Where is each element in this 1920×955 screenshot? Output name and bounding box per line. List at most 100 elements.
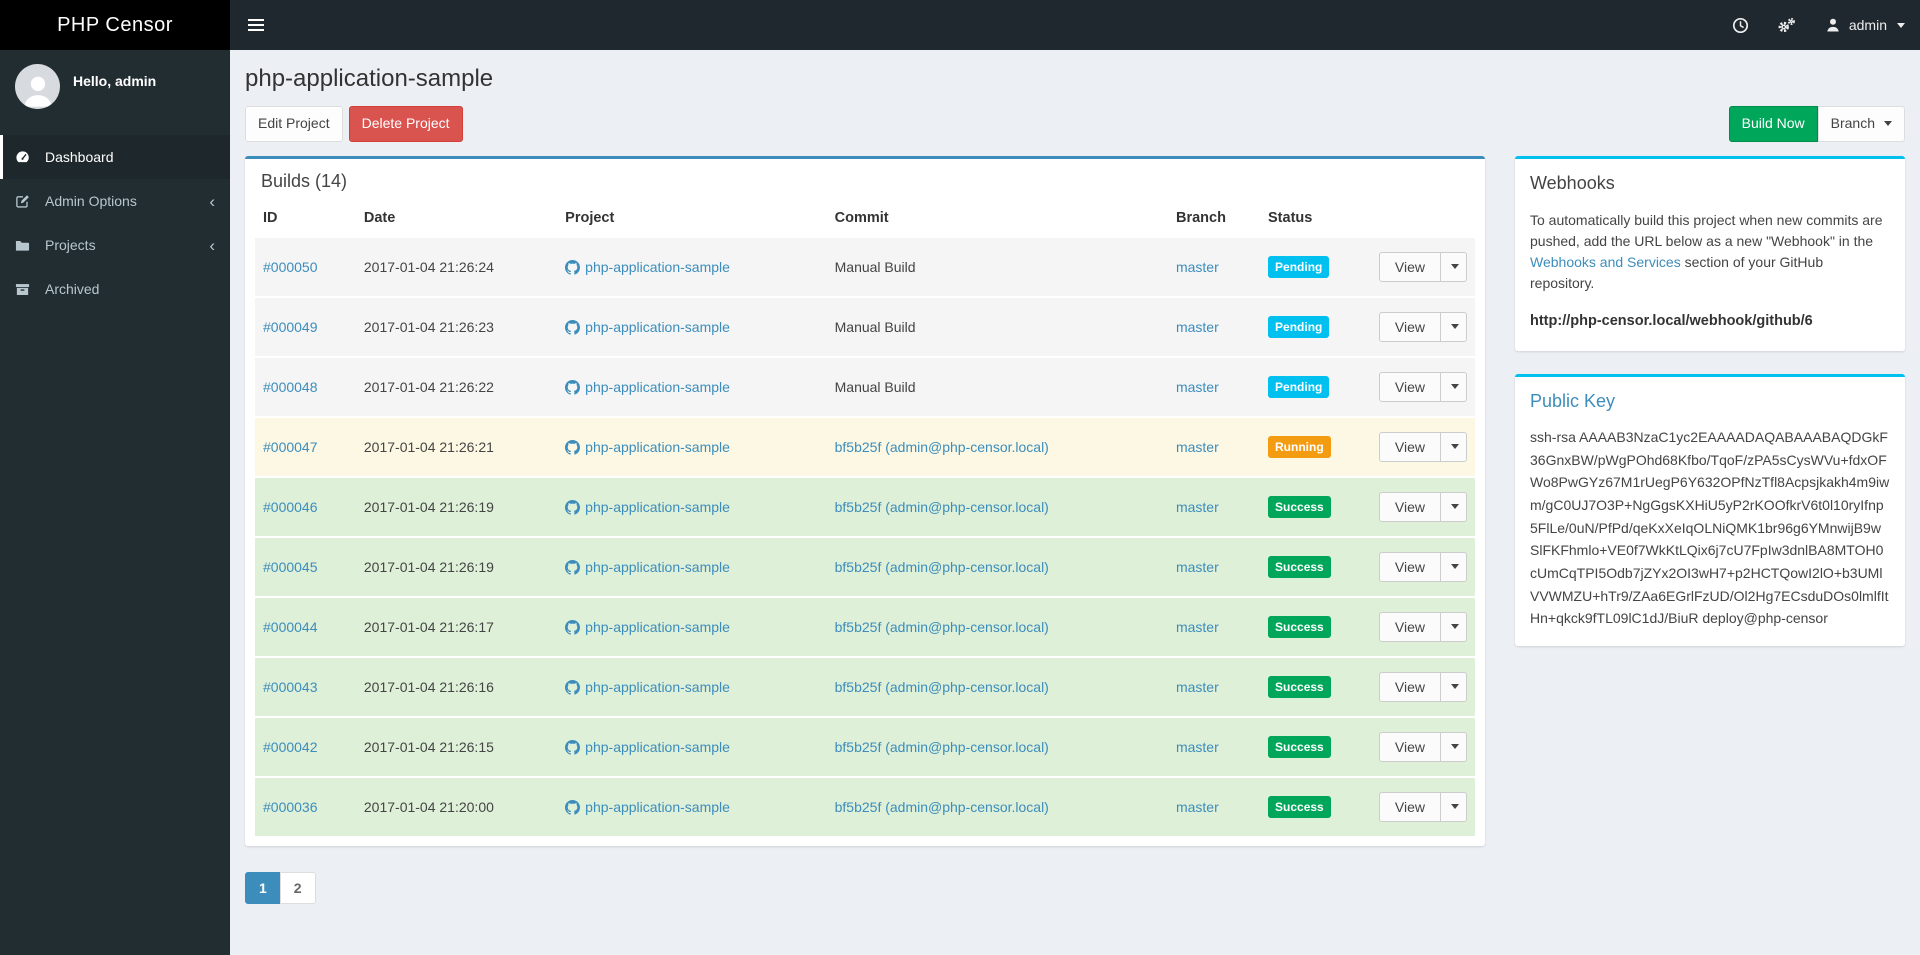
- status-badge: Success: [1268, 495, 1331, 518]
- view-dropdown-button[interactable]: [1440, 491, 1467, 522]
- build-row: #000049 2017-01-04 21:26:23 php-applicat…: [255, 295, 1475, 357]
- build-id-link[interactable]: #000036: [263, 798, 318, 815]
- view-dropdown-button[interactable]: [1440, 731, 1467, 762]
- github-icon: [565, 439, 581, 455]
- builds-panel-title: Builds (14): [261, 170, 348, 191]
- view-dropdown-button[interactable]: [1440, 611, 1467, 642]
- edit-project-button[interactable]: Edit Project: [245, 106, 343, 142]
- project-link-label: php-application-sample: [585, 438, 730, 455]
- branch-link[interactable]: master: [1175, 798, 1219, 815]
- delete-project-button[interactable]: Delete Project: [348, 106, 463, 142]
- project-link[interactable]: php-application-sample: [565, 499, 730, 515]
- project-link-label: php-application-sample: [585, 258, 730, 275]
- view-button-group: View: [1378, 491, 1467, 522]
- view-dropdown-button[interactable]: [1440, 671, 1467, 702]
- view-build-button[interactable]: View: [1378, 671, 1441, 702]
- project-link[interactable]: php-application-sample: [565, 799, 730, 815]
- view-build-button[interactable]: View: [1378, 251, 1441, 282]
- view-dropdown-button[interactable]: [1440, 251, 1467, 282]
- view-dropdown-button[interactable]: [1440, 431, 1467, 462]
- user-menu-label: admin: [1848, 17, 1887, 33]
- project-link[interactable]: php-application-sample: [565, 379, 730, 395]
- build-date: 2017-01-04 21:26:23: [355, 295, 558, 357]
- build-queue-button[interactable]: [1718, 0, 1763, 50]
- view-build-button[interactable]: View: [1378, 491, 1441, 522]
- branch-link[interactable]: master: [1175, 378, 1219, 395]
- project-link[interactable]: php-application-sample: [565, 439, 730, 455]
- branch-link[interactable]: master: [1175, 738, 1219, 755]
- branch-link[interactable]: master: [1175, 558, 1219, 575]
- sidebar-item-label: Admin Options: [45, 193, 137, 209]
- user-silhouette-icon: [23, 76, 52, 107]
- project-link-label: php-application-sample: [585, 498, 730, 515]
- column-header-project: Project: [557, 199, 827, 238]
- pagination-page-1[interactable]: 1: [245, 871, 281, 904]
- view-build-button[interactable]: View: [1378, 431, 1441, 462]
- build-id-link[interactable]: #000042: [263, 738, 318, 755]
- column-header-date: Date: [355, 199, 558, 238]
- project-link-label: php-application-sample: [585, 318, 730, 335]
- branch-link[interactable]: master: [1175, 618, 1219, 635]
- view-button-group: View: [1378, 671, 1467, 702]
- build-now-button[interactable]: Build Now: [1728, 106, 1818, 142]
- view-build-button[interactable]: View: [1378, 791, 1441, 822]
- build-id-link[interactable]: #000046: [263, 498, 318, 515]
- caret-down-icon: [1450, 684, 1459, 690]
- webhooks-services-link[interactable]: Webhooks and Services: [1530, 253, 1681, 270]
- view-build-button[interactable]: View: [1378, 371, 1441, 402]
- branch-dropdown-button[interactable]: Branch: [1817, 106, 1905, 142]
- webhooks-panel-title: Webhooks: [1530, 172, 1615, 193]
- build-date: 2017-01-04 21:26:17: [355, 595, 558, 657]
- view-button-group: View: [1378, 251, 1467, 282]
- caret-down-icon: [1450, 624, 1459, 630]
- brand-logo[interactable]: PHP Censor: [0, 0, 230, 50]
- view-dropdown-button[interactable]: [1440, 371, 1467, 402]
- build-commit: Manual Build: [834, 258, 916, 275]
- view-build-button[interactable]: View: [1378, 311, 1441, 342]
- build-id-link[interactable]: #000043: [263, 678, 318, 695]
- project-link[interactable]: php-application-sample: [565, 319, 730, 335]
- view-build-button[interactable]: View: [1378, 731, 1441, 762]
- build-date: 2017-01-04 21:26:24: [355, 235, 558, 297]
- project-link[interactable]: php-application-sample: [565, 739, 730, 755]
- project-link[interactable]: php-application-sample: [565, 679, 730, 695]
- project-link[interactable]: php-application-sample: [565, 559, 730, 575]
- view-dropdown-button[interactable]: [1440, 551, 1467, 582]
- project-link[interactable]: php-application-sample: [565, 259, 730, 275]
- pagination-page-2[interactable]: 2: [279, 871, 316, 904]
- github-icon: [565, 499, 581, 515]
- sidebar-item-projects[interactable]: Projects ‹: [0, 223, 230, 267]
- sidebar-item-archived[interactable]: Archived: [0, 267, 230, 311]
- build-id-link[interactable]: #000049: [263, 318, 318, 335]
- github-icon: [565, 799, 581, 815]
- branch-link[interactable]: master: [1175, 498, 1219, 515]
- build-id-link[interactable]: #000045: [263, 558, 318, 575]
- build-id-link[interactable]: #000044: [263, 618, 318, 635]
- branch-link[interactable]: master: [1175, 318, 1219, 335]
- project-link[interactable]: php-application-sample: [565, 619, 730, 635]
- github-icon: [565, 679, 581, 695]
- branch-link[interactable]: master: [1175, 678, 1219, 695]
- branch-link[interactable]: master: [1175, 438, 1219, 455]
- build-id-link[interactable]: #000048: [263, 378, 318, 395]
- view-build-button[interactable]: View: [1378, 551, 1441, 582]
- status-badge: Success: [1268, 735, 1331, 758]
- build-row: #000044 2017-01-04 21:26:17 php-applicat…: [255, 595, 1475, 657]
- project-link-label: php-application-sample: [585, 798, 730, 815]
- github-icon: [565, 379, 581, 395]
- user-menu-button[interactable]: admin: [1810, 0, 1920, 50]
- sidebar-item-admin-options[interactable]: Admin Options ‹: [0, 179, 230, 223]
- branch-link[interactable]: master: [1175, 258, 1219, 275]
- settings-button[interactable]: [1763, 0, 1810, 50]
- status-badge: Success: [1268, 615, 1331, 638]
- build-id-link[interactable]: #000047: [263, 438, 318, 455]
- build-date: 2017-01-04 21:20:00: [355, 775, 558, 836]
- build-id-link[interactable]: #000050: [263, 258, 318, 275]
- sidebar-item-dashboard[interactable]: Dashboard: [0, 135, 230, 179]
- sidebar-toggle-button[interactable]: [230, 0, 282, 50]
- build-actions-group: Build Now Branch: [1728, 106, 1905, 142]
- view-build-button[interactable]: View: [1378, 611, 1441, 642]
- view-dropdown-button[interactable]: [1440, 791, 1467, 822]
- project-link-label: php-application-sample: [585, 678, 730, 695]
- view-dropdown-button[interactable]: [1440, 311, 1467, 342]
